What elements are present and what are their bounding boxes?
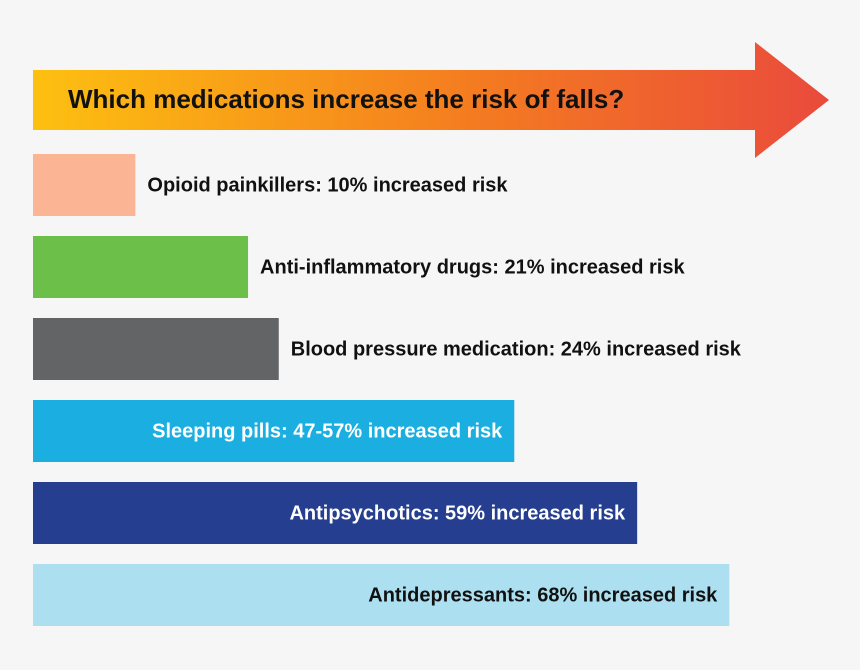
value-label: Anti-inflammatory drugs: 21% increased r…	[260, 256, 685, 278]
bar	[33, 400, 515, 462]
bar	[33, 236, 249, 298]
value-label: Sleeping pills: 47-57% increased risk	[152, 420, 503, 442]
bar	[33, 482, 638, 544]
title-arrow	[33, 42, 829, 158]
value-label: Blood pressure medication: 24% increased…	[291, 338, 742, 360]
bar	[33, 154, 136, 216]
chart-title: Which medications increase the risk of f…	[68, 84, 624, 114]
bar	[33, 318, 279, 380]
value-label: Opioid painkillers: 10% increased risk	[147, 174, 508, 196]
value-label: Antidepressants: 68% increased risk	[368, 584, 718, 606]
value-label: Antipsychotics: 59% increased risk	[289, 502, 626, 524]
bar	[33, 564, 730, 626]
